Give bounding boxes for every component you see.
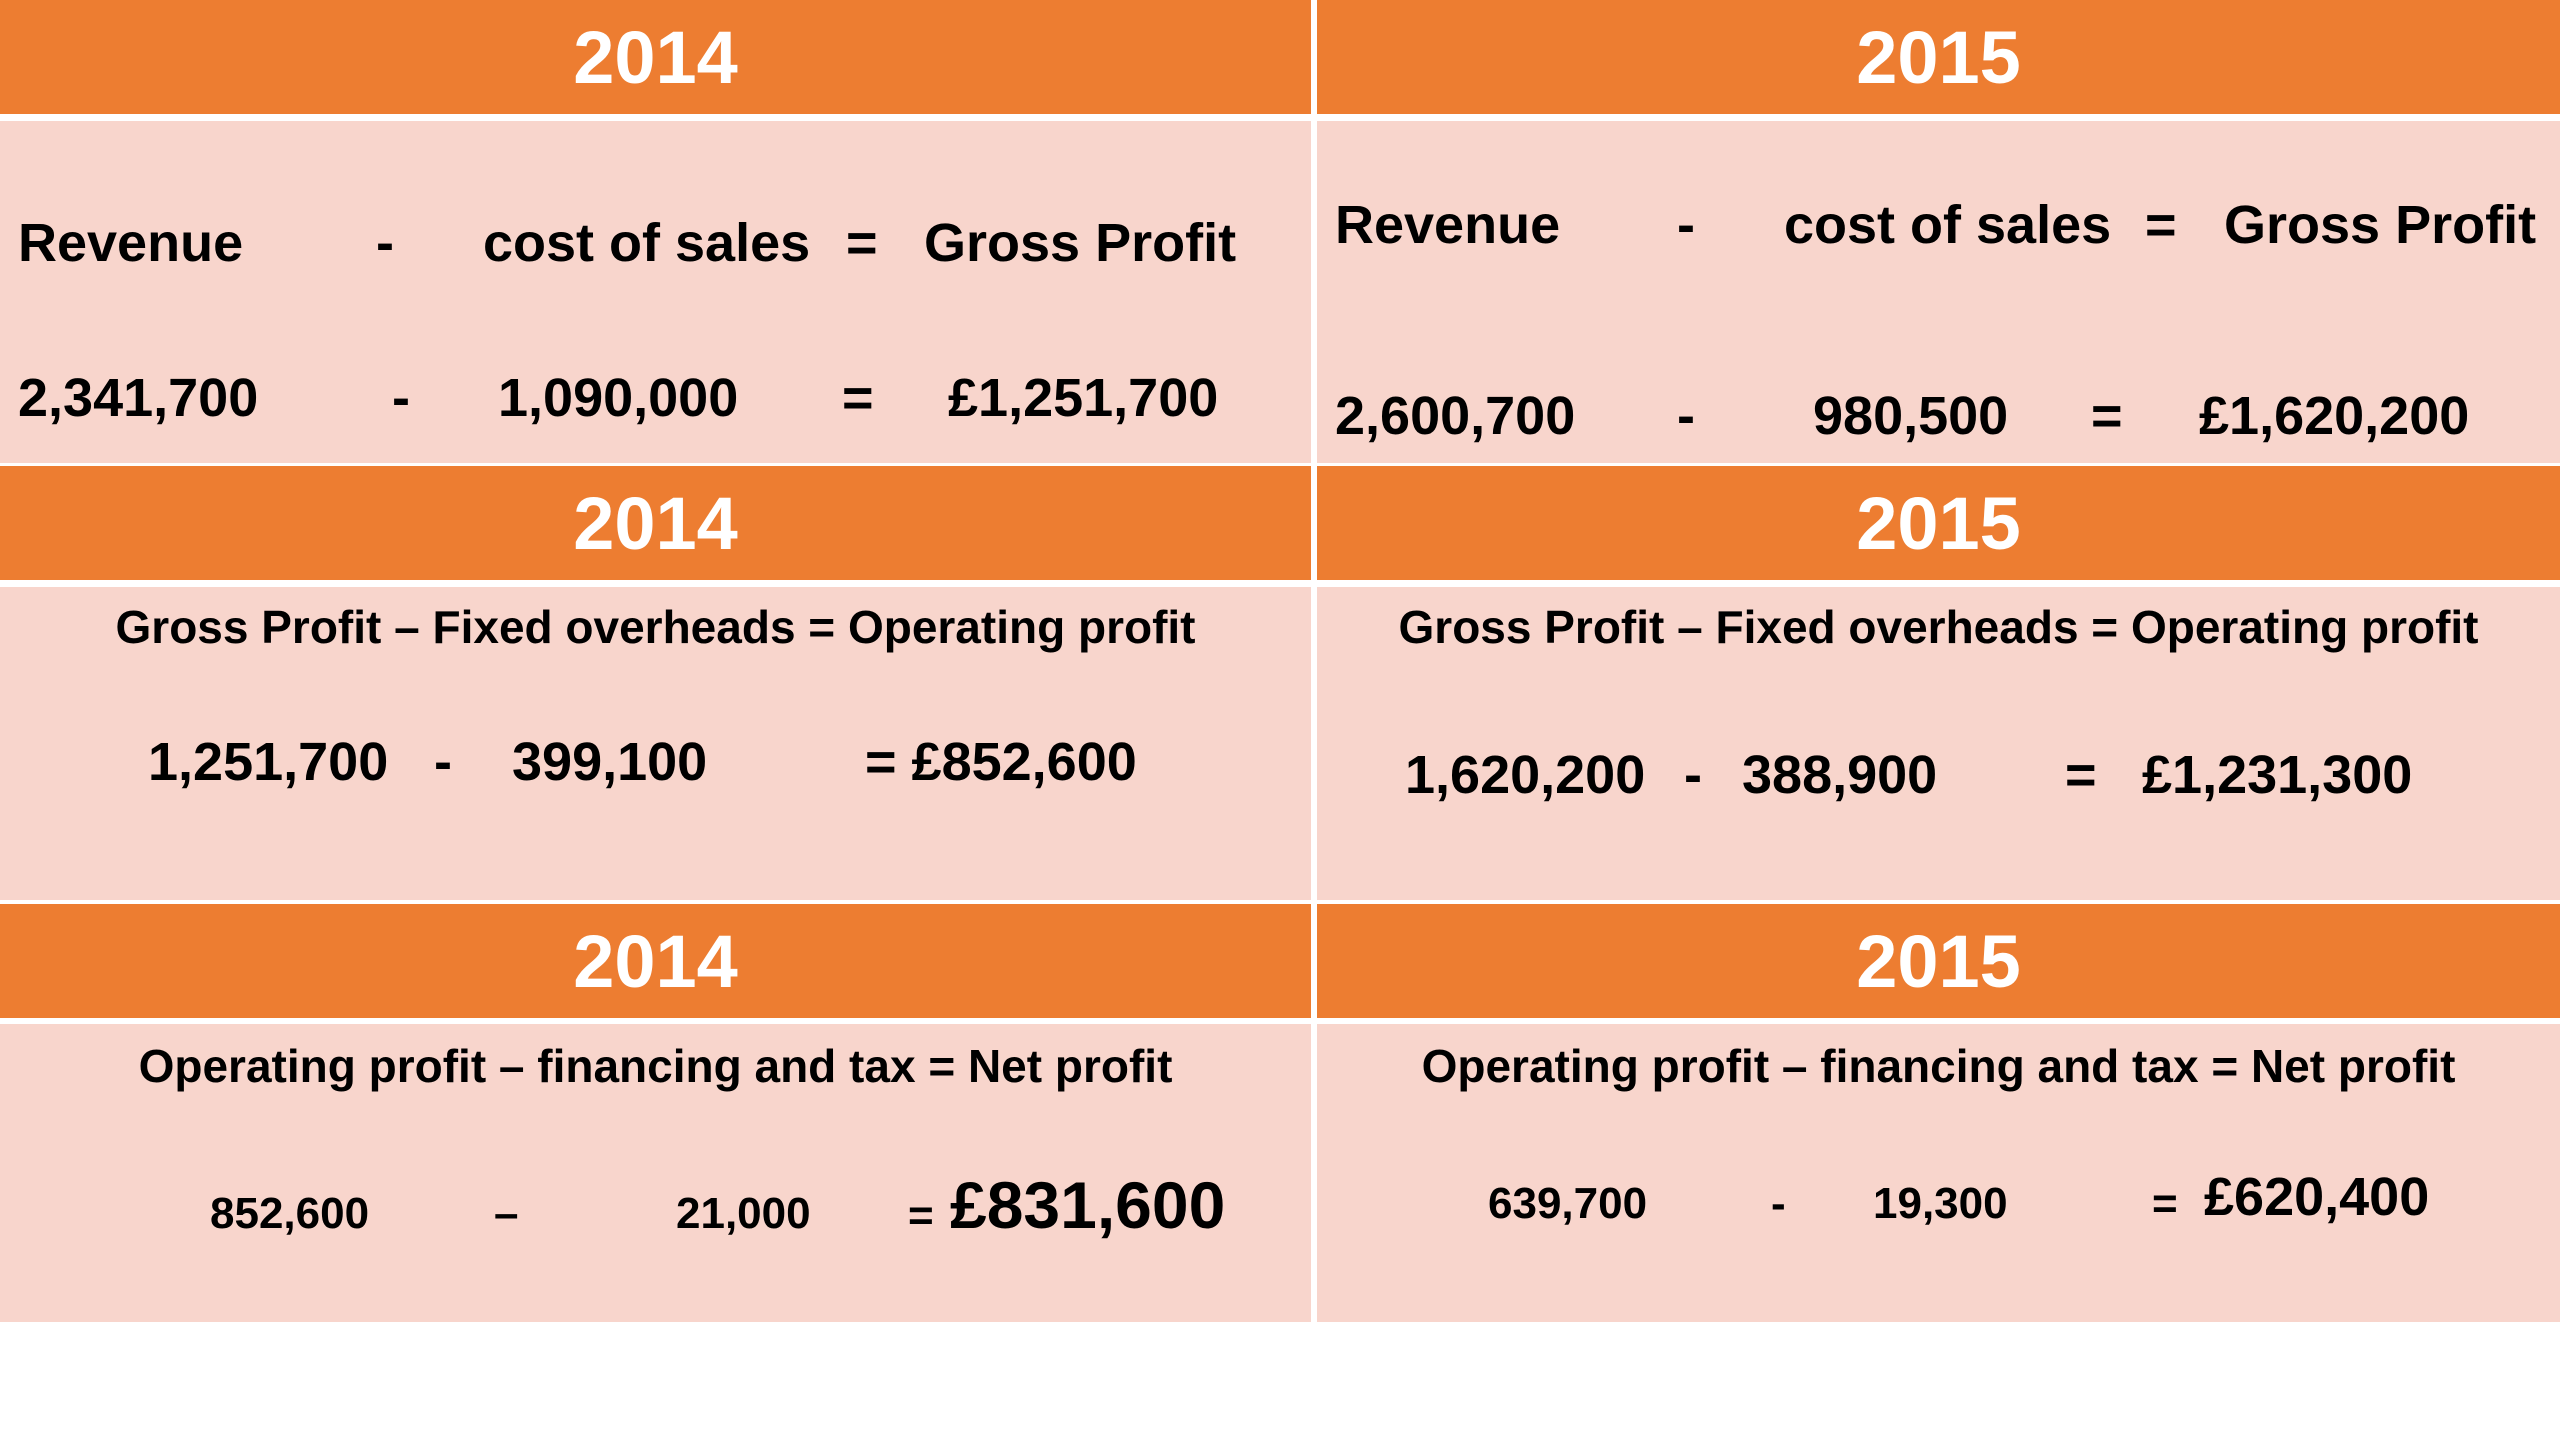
net-profit-result: £831,600	[950, 1168, 1226, 1242]
financing-tax-value: 21,000	[676, 1189, 811, 1238]
cost-of-sales-label: cost of sales	[1784, 195, 2112, 255]
net-profit-formula: Operating profit – financing and tax = N…	[1421, 1040, 2456, 1092]
operating-profit-value: 639,700	[1488, 1179, 1648, 1228]
gross-profit-value: £1,251,700	[948, 368, 1219, 428]
year-label: 2014	[573, 481, 738, 565]
net-profit-formula: Operating profit – financing and tax = N…	[138, 1040, 1173, 1092]
gross-profit-label: Gross Profit	[2224, 195, 2537, 255]
revenue-label: Revenue	[18, 213, 244, 273]
minus-sign: -	[1677, 195, 1695, 255]
equals-sign: =	[842, 368, 874, 428]
gross-profit-value: 1,251,700	[148, 732, 389, 792]
year-header-2014-net: 2014	[0, 904, 1311, 1018]
year-header-2015-net: 2015	[1317, 904, 2560, 1018]
revenue-label: Revenue	[1335, 195, 1561, 255]
year-label: 2015	[1856, 919, 2021, 1003]
gross-profit-label: Gross Profit	[924, 213, 1237, 273]
minus-sign: -	[434, 732, 452, 792]
year-label: 2015	[1856, 15, 2021, 99]
net-profit-2014-cell: Operating profit – financing and tax = N…	[0, 1024, 1311, 1322]
gross-profit-2014-cell: Revenue - cost of sales = Gross Profit 2…	[0, 121, 1311, 463]
minus-sign: -	[1771, 1179, 1786, 1228]
gross-profit-2015-cell: Revenue - cost of sales = Gross Profit 2…	[1317, 121, 2560, 463]
equals-sign: =	[2065, 745, 2097, 805]
year-header-2015-operating: 2015	[1317, 466, 2560, 580]
year-header-2014-operating: 2014	[0, 466, 1311, 580]
equals-sign: =	[2145, 195, 2177, 255]
minus-sign: -	[1677, 386, 1695, 446]
equals-sign: =	[2091, 386, 2123, 446]
operating-profit-value: 852,600	[210, 1189, 370, 1238]
operating-profit-2014-cell: Gross Profit – Fixed overheads = Operati…	[0, 587, 1311, 900]
equals-sign: =	[2152, 1179, 2178, 1228]
operating-profit-result: = £852,600	[865, 732, 1137, 792]
operating-profit-result: £1,231,300	[2142, 745, 2413, 805]
minus-sign: -	[392, 368, 410, 428]
gross-profit-value: 1,620,200	[1405, 745, 1646, 805]
revenue-value: 2,600,700	[1335, 386, 1576, 446]
year-label: 2014	[573, 919, 738, 1003]
net-profit-result: £620,400	[2204, 1167, 2430, 1227]
net-profit-2015-cell: Operating profit – financing and tax = N…	[1317, 1024, 2560, 1322]
equals-sign: =	[846, 213, 878, 273]
operating-profit-formula: Gross Profit – Fixed overheads = Operati…	[115, 601, 1196, 653]
financing-tax-value: 19,300	[1873, 1179, 2008, 1228]
revenue-value: 2,341,700	[18, 368, 259, 428]
cost-of-sales-value: 980,500	[1813, 386, 2009, 446]
year-header-2014-gross: 2014	[0, 0, 1311, 114]
operating-profit-2015-cell: Gross Profit – Fixed overheads = Operati…	[1317, 587, 2560, 900]
fixed-overheads-value: 388,900	[1742, 745, 1938, 805]
fixed-overheads-value: 399,100	[512, 732, 708, 792]
minus-sign: -	[1684, 745, 1702, 805]
minus-sign: –	[494, 1189, 519, 1238]
cost-of-sales-label: cost of sales	[483, 213, 811, 273]
year-header-2015-gross: 2015	[1317, 0, 2560, 114]
year-label: 2014	[573, 15, 738, 99]
gross-profit-value: £1,620,200	[2199, 386, 2470, 446]
operating-profit-formula: Gross Profit – Fixed overheads = Operati…	[1398, 601, 2479, 653]
year-label: 2015	[1856, 481, 2021, 565]
minus-sign: -	[376, 213, 394, 273]
equals-sign: =	[908, 1191, 934, 1240]
cost-of-sales-value: 1,090,000	[498, 368, 739, 428]
